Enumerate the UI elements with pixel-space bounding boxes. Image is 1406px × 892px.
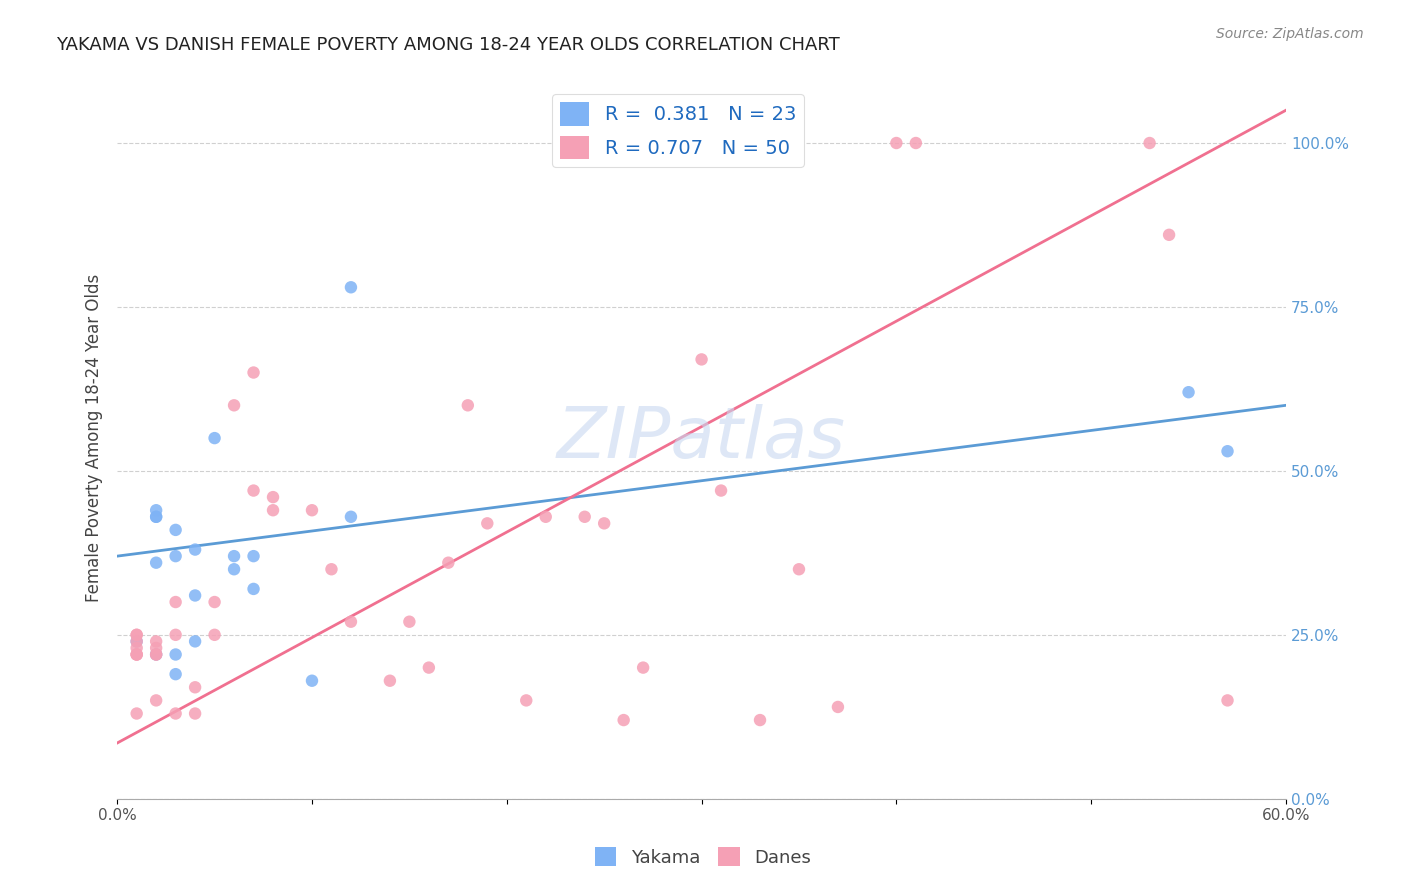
Point	[125, 628, 148, 642]
Point	[437, 556, 460, 570]
Point	[904, 136, 927, 150]
Point	[125, 648, 148, 662]
Point	[710, 483, 733, 498]
Point	[613, 713, 636, 727]
Point	[301, 673, 323, 688]
Point	[204, 595, 226, 609]
Point	[242, 366, 264, 380]
Text: Source: ZipAtlas.com: Source: ZipAtlas.com	[1216, 27, 1364, 41]
Point	[165, 648, 187, 662]
Point	[145, 648, 167, 662]
Point	[145, 556, 167, 570]
Point	[204, 628, 226, 642]
Point	[125, 706, 148, 721]
Point	[574, 509, 596, 524]
Point	[165, 595, 187, 609]
Point	[125, 634, 148, 648]
Point	[340, 615, 363, 629]
Point	[222, 562, 245, 576]
Point	[1216, 444, 1239, 458]
Point	[145, 648, 167, 662]
Point	[1216, 693, 1239, 707]
Point	[125, 634, 148, 648]
Point	[184, 589, 207, 603]
Point	[222, 549, 245, 563]
Point	[145, 509, 167, 524]
Point	[145, 509, 167, 524]
Point	[477, 516, 499, 531]
Point	[340, 280, 363, 294]
Point	[184, 680, 207, 694]
Point	[145, 640, 167, 655]
Point	[184, 706, 207, 721]
Point	[145, 503, 167, 517]
Point	[145, 693, 167, 707]
Point	[321, 562, 343, 576]
Point	[1157, 227, 1180, 242]
Point	[242, 483, 264, 498]
Point	[165, 667, 187, 681]
Text: ZIPatlas: ZIPatlas	[557, 403, 846, 473]
Point	[1139, 136, 1161, 150]
Point	[125, 628, 148, 642]
Point	[145, 634, 167, 648]
Point	[398, 615, 420, 629]
Point	[125, 648, 148, 662]
Legend: Yakama, Danes: Yakama, Danes	[588, 840, 818, 874]
Text: YAKAMA VS DANISH FEMALE POVERTY AMONG 18-24 YEAR OLDS CORRELATION CHART: YAKAMA VS DANISH FEMALE POVERTY AMONG 18…	[56, 36, 839, 54]
Point	[690, 352, 713, 367]
Point	[165, 706, 187, 721]
Legend: R =  0.381   N = 23, R = 0.707   N = 50: R = 0.381 N = 23, R = 0.707 N = 50	[553, 95, 804, 167]
Point	[534, 509, 557, 524]
Point	[886, 136, 908, 150]
Point	[593, 516, 616, 531]
Point	[242, 549, 264, 563]
Point	[165, 628, 187, 642]
Point	[515, 693, 537, 707]
Point	[418, 660, 440, 674]
Point	[827, 700, 849, 714]
Point	[242, 582, 264, 596]
Point	[184, 542, 207, 557]
Point	[165, 549, 187, 563]
Point	[125, 648, 148, 662]
Point	[1177, 385, 1199, 400]
Point	[184, 634, 207, 648]
Point	[204, 431, 226, 445]
Point	[749, 713, 772, 727]
Y-axis label: Female Poverty Among 18-24 Year Olds: Female Poverty Among 18-24 Year Olds	[86, 274, 103, 602]
Point	[787, 562, 810, 576]
Point	[631, 660, 654, 674]
Point	[125, 640, 148, 655]
Point	[378, 673, 401, 688]
Point	[262, 503, 284, 517]
Point	[262, 490, 284, 504]
Point	[145, 648, 167, 662]
Point	[457, 398, 479, 412]
Point	[165, 523, 187, 537]
Point	[340, 509, 363, 524]
Point	[301, 503, 323, 517]
Point	[222, 398, 245, 412]
